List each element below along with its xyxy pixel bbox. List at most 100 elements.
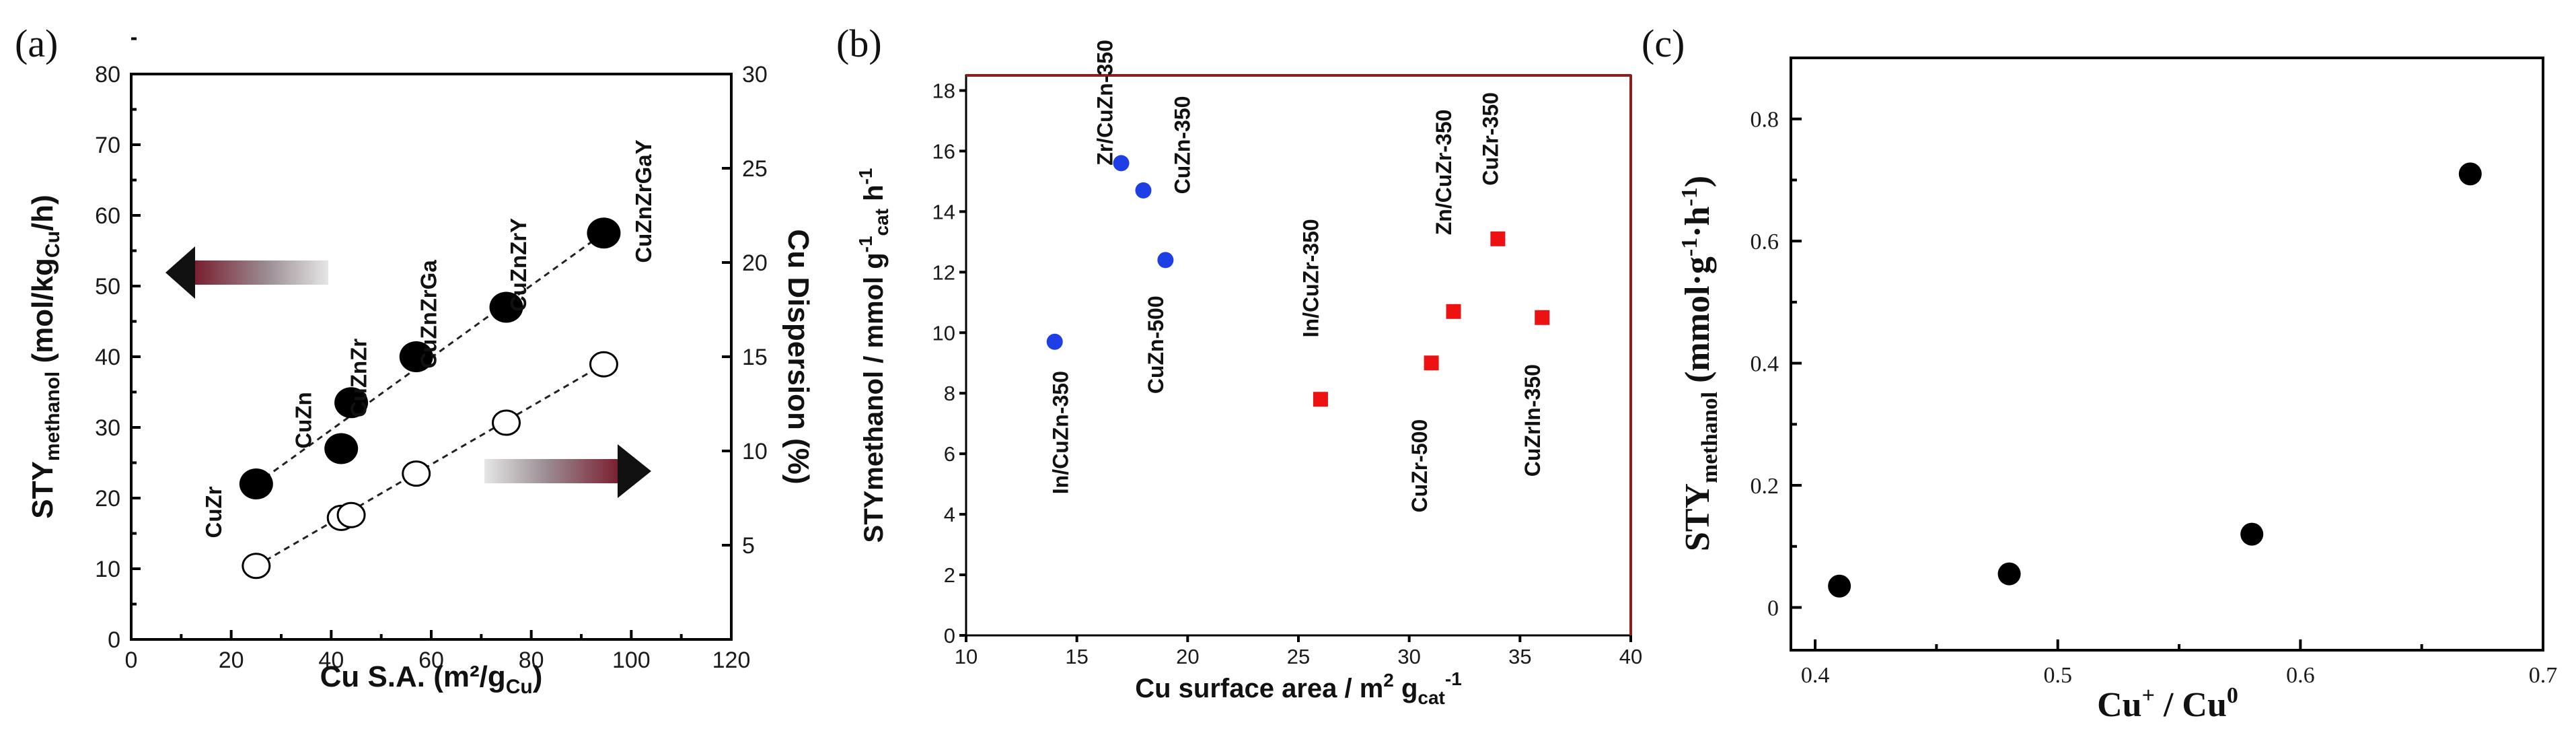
panel-b-cuzn-point bbox=[1046, 333, 1063, 350]
panel-a-catalyst-label: CuZr bbox=[201, 486, 226, 538]
panel-a-y-tick-label: 50 bbox=[95, 274, 120, 300]
panel-a-y2-tick-label: 30 bbox=[742, 62, 768, 88]
panel-b-y-tick-label: 0 bbox=[944, 624, 955, 648]
panel-b-y-axis-title: STYmethanol / mmol g-1cat h-1 bbox=[855, 168, 892, 543]
panel-a-trend-lines bbox=[255, 232, 605, 567]
panel-b-x-ticks: 10 15 20 25 30 35 40 bbox=[955, 635, 1642, 668]
panel-a-dispersion-point bbox=[336, 501, 366, 528]
panel-b-y-tick-label: 6 bbox=[944, 442, 955, 466]
panel-c-y-tick-label: 0.8 bbox=[1751, 108, 1779, 133]
panel-a-sty-point bbox=[587, 217, 621, 249]
panel-b-catalyst-label: CuZr-500 bbox=[1407, 419, 1432, 513]
panel-c: (c) 0.4 0.5 0.6 0.7 0 0.2 0.4 0.6 0.8 Cu+ / Cu0… bbox=[1642, 22, 2557, 724]
panel-b-y-tick-label: 18 bbox=[932, 79, 955, 102]
panel-a-catalyst-label: CuZnZrY bbox=[506, 218, 531, 312]
panel-a-x-tick-label: 100 bbox=[612, 648, 651, 673]
panel-a-y-tick-label: 70 bbox=[95, 133, 120, 158]
panel-a-trend-line-1 bbox=[256, 363, 605, 567]
panel-c-y-ticks: 0 0.2 0.4 0.6 0.8 bbox=[1751, 108, 1802, 621]
panel-a-sty-point bbox=[399, 341, 433, 372]
panel-c-label: (c) bbox=[1642, 22, 1685, 65]
panel-a-label: (a) bbox=[15, 22, 58, 65]
panel-a-annotations: CuZr CuZn CuZnZr CuZnZrGa CuZnZrY CuZnZrGaY bbox=[201, 139, 656, 538]
panel-c-x-tick-label: 0.6 bbox=[2286, 663, 2315, 688]
panel-c-x-tick-label: 0.4 bbox=[1801, 663, 1830, 688]
panel-a-sty-point bbox=[334, 387, 369, 419]
panel-a-y-ticks: 0 10 20 30 40 50 60 70 80 bbox=[95, 37, 141, 653]
panel-c-sty-point bbox=[2240, 522, 2264, 546]
panel-c-data-points bbox=[1828, 162, 2482, 598]
panel-a-x-tick-label: 20 bbox=[219, 648, 244, 673]
panel-b-x-tick-label: 25 bbox=[1287, 645, 1310, 668]
panel-c-y-tick-label: 0.2 bbox=[1751, 474, 1779, 499]
panel-a-x-tick-label: 40 bbox=[318, 648, 344, 673]
panel-a-left-arrow bbox=[165, 246, 328, 299]
panel-b-x-tick-label: 15 bbox=[1065, 645, 1088, 668]
panel-b-catalyst-label: In/CuZn-350 bbox=[1048, 371, 1072, 494]
panel-a-catalyst-label: CuZnZrGa bbox=[416, 260, 441, 369]
panel-b-data-points bbox=[1046, 155, 1550, 407]
panel-a-x-tick-label: 0 bbox=[125, 648, 138, 673]
panel-a-x-axis-title: Cu S.A. (m²/gCu) bbox=[320, 660, 543, 698]
panel-b-x-tick-label: 35 bbox=[1508, 645, 1531, 668]
panel-a-dispersion-point bbox=[402, 460, 431, 487]
panel-a-catalyst-label: CuZn bbox=[291, 392, 316, 448]
panel-c-y-tick-label: 0 bbox=[1767, 596, 1779, 621]
panel-b-y-tick-label: 2 bbox=[944, 563, 955, 587]
panel-b-label: (b) bbox=[836, 22, 882, 65]
panel-c-sty-point bbox=[1997, 562, 2021, 586]
panel-a-x-tick-label: 60 bbox=[418, 648, 444, 673]
panel-a: (a) 0 20 40 60 80 100 120 0 10 20 30 40 50 60 70 80 5 1… bbox=[15, 22, 815, 698]
panel-a-dispersion-point bbox=[492, 409, 521, 436]
panel-a-y-tick-label: 80 bbox=[95, 62, 120, 88]
panel-c-y-tick-label: 0.4 bbox=[1751, 352, 1779, 377]
panel-b-y-tick-label: 10 bbox=[932, 321, 955, 345]
panel-a-x-tick-label: 120 bbox=[712, 648, 751, 673]
panel-a-data-points bbox=[239, 217, 621, 580]
panel-c-x-tick-label: 0.5 bbox=[2043, 663, 2072, 688]
panel-a-dispersion-point bbox=[242, 553, 271, 580]
panel-a-y2-tick-label: 25 bbox=[742, 156, 768, 182]
panel-b-catalyst-label: Zn/CuZr-350 bbox=[1432, 110, 1456, 236]
panel-a-y2-tick-label: 20 bbox=[742, 250, 768, 276]
panel-b: (b) 10 15 20 25 30 35 40 0 2 4 6 8 10 12 14 16 18 In/Cu… bbox=[836, 22, 1642, 708]
panel-a-sty-point bbox=[324, 433, 359, 464]
panel-b-cuzr-point bbox=[1313, 392, 1328, 407]
panel-c-x-axis-title: Cu+ / Cu0 bbox=[2097, 683, 2238, 724]
panel-b-cuzn-point bbox=[1135, 182, 1152, 199]
panel-b-x-tick-label: 20 bbox=[1176, 645, 1199, 668]
panel-b-x-tick-label: 30 bbox=[1397, 645, 1420, 668]
panel-b-cuzr-point bbox=[1535, 310, 1550, 325]
panel-c-plot-frame bbox=[1790, 57, 2544, 652]
panel-a-sty-point bbox=[489, 291, 523, 323]
panel-b-annotations: In/CuZn-350 Zr/CuZn-350 CuZn-350 CuZn-500 In… bbox=[1048, 40, 1544, 512]
panel-b-catalyst-label: CuZrIn-350 bbox=[1520, 364, 1545, 477]
panel-a-y2-tick-label: 15 bbox=[742, 345, 768, 370]
panel-b-x-tick-label: 40 bbox=[1619, 645, 1642, 668]
panel-b-plot-frame bbox=[965, 74, 1632, 637]
panel-a-x-ticks: 0 20 40 60 80 100 120 bbox=[125, 630, 751, 673]
panel-a-x-tick-label: 80 bbox=[519, 648, 544, 673]
panel-b-cuzn-point bbox=[1157, 252, 1174, 269]
panel-a-dispersion-point bbox=[589, 351, 618, 378]
panel-b-y-tick-label: 14 bbox=[932, 200, 955, 223]
panel-b-catalyst-label: CuZr-350 bbox=[1478, 92, 1502, 186]
panel-b-y-ticks: 0 2 4 6 8 10 12 14 16 18 bbox=[932, 79, 966, 648]
panel-b-y-tick-label: 4 bbox=[944, 503, 955, 526]
panel-a-y-tick-label: 20 bbox=[95, 486, 120, 512]
panel-c-x-tick-label: 0.7 bbox=[2529, 663, 2558, 688]
panel-b-cuzn-point bbox=[1113, 155, 1130, 172]
panel-a-y-tick-label: 40 bbox=[95, 345, 120, 370]
panel-b-catalyst-label: CuZn-500 bbox=[1144, 295, 1168, 394]
panel-b-catalyst-label: Zr/CuZn-350 bbox=[1093, 40, 1117, 166]
panel-b-x-tick-label: 10 bbox=[955, 645, 978, 668]
panel-a-y2-axis-title: Cu Dispersion (%) bbox=[782, 230, 815, 485]
panel-c-y-tick-label: 0.6 bbox=[1751, 230, 1779, 254]
panel-c-sty-point bbox=[1828, 574, 1851, 598]
panel-b-cuzr-point bbox=[1424, 355, 1439, 371]
panel-a-catalyst-label: CuZnZrGaY bbox=[631, 139, 656, 262]
panel-b-y-tick-label: 16 bbox=[932, 139, 955, 163]
panel-b-x-axis-title: Cu surface area / m2 gcat-1 bbox=[1135, 668, 1462, 708]
panel-b-y-tick-label: 12 bbox=[932, 260, 955, 284]
